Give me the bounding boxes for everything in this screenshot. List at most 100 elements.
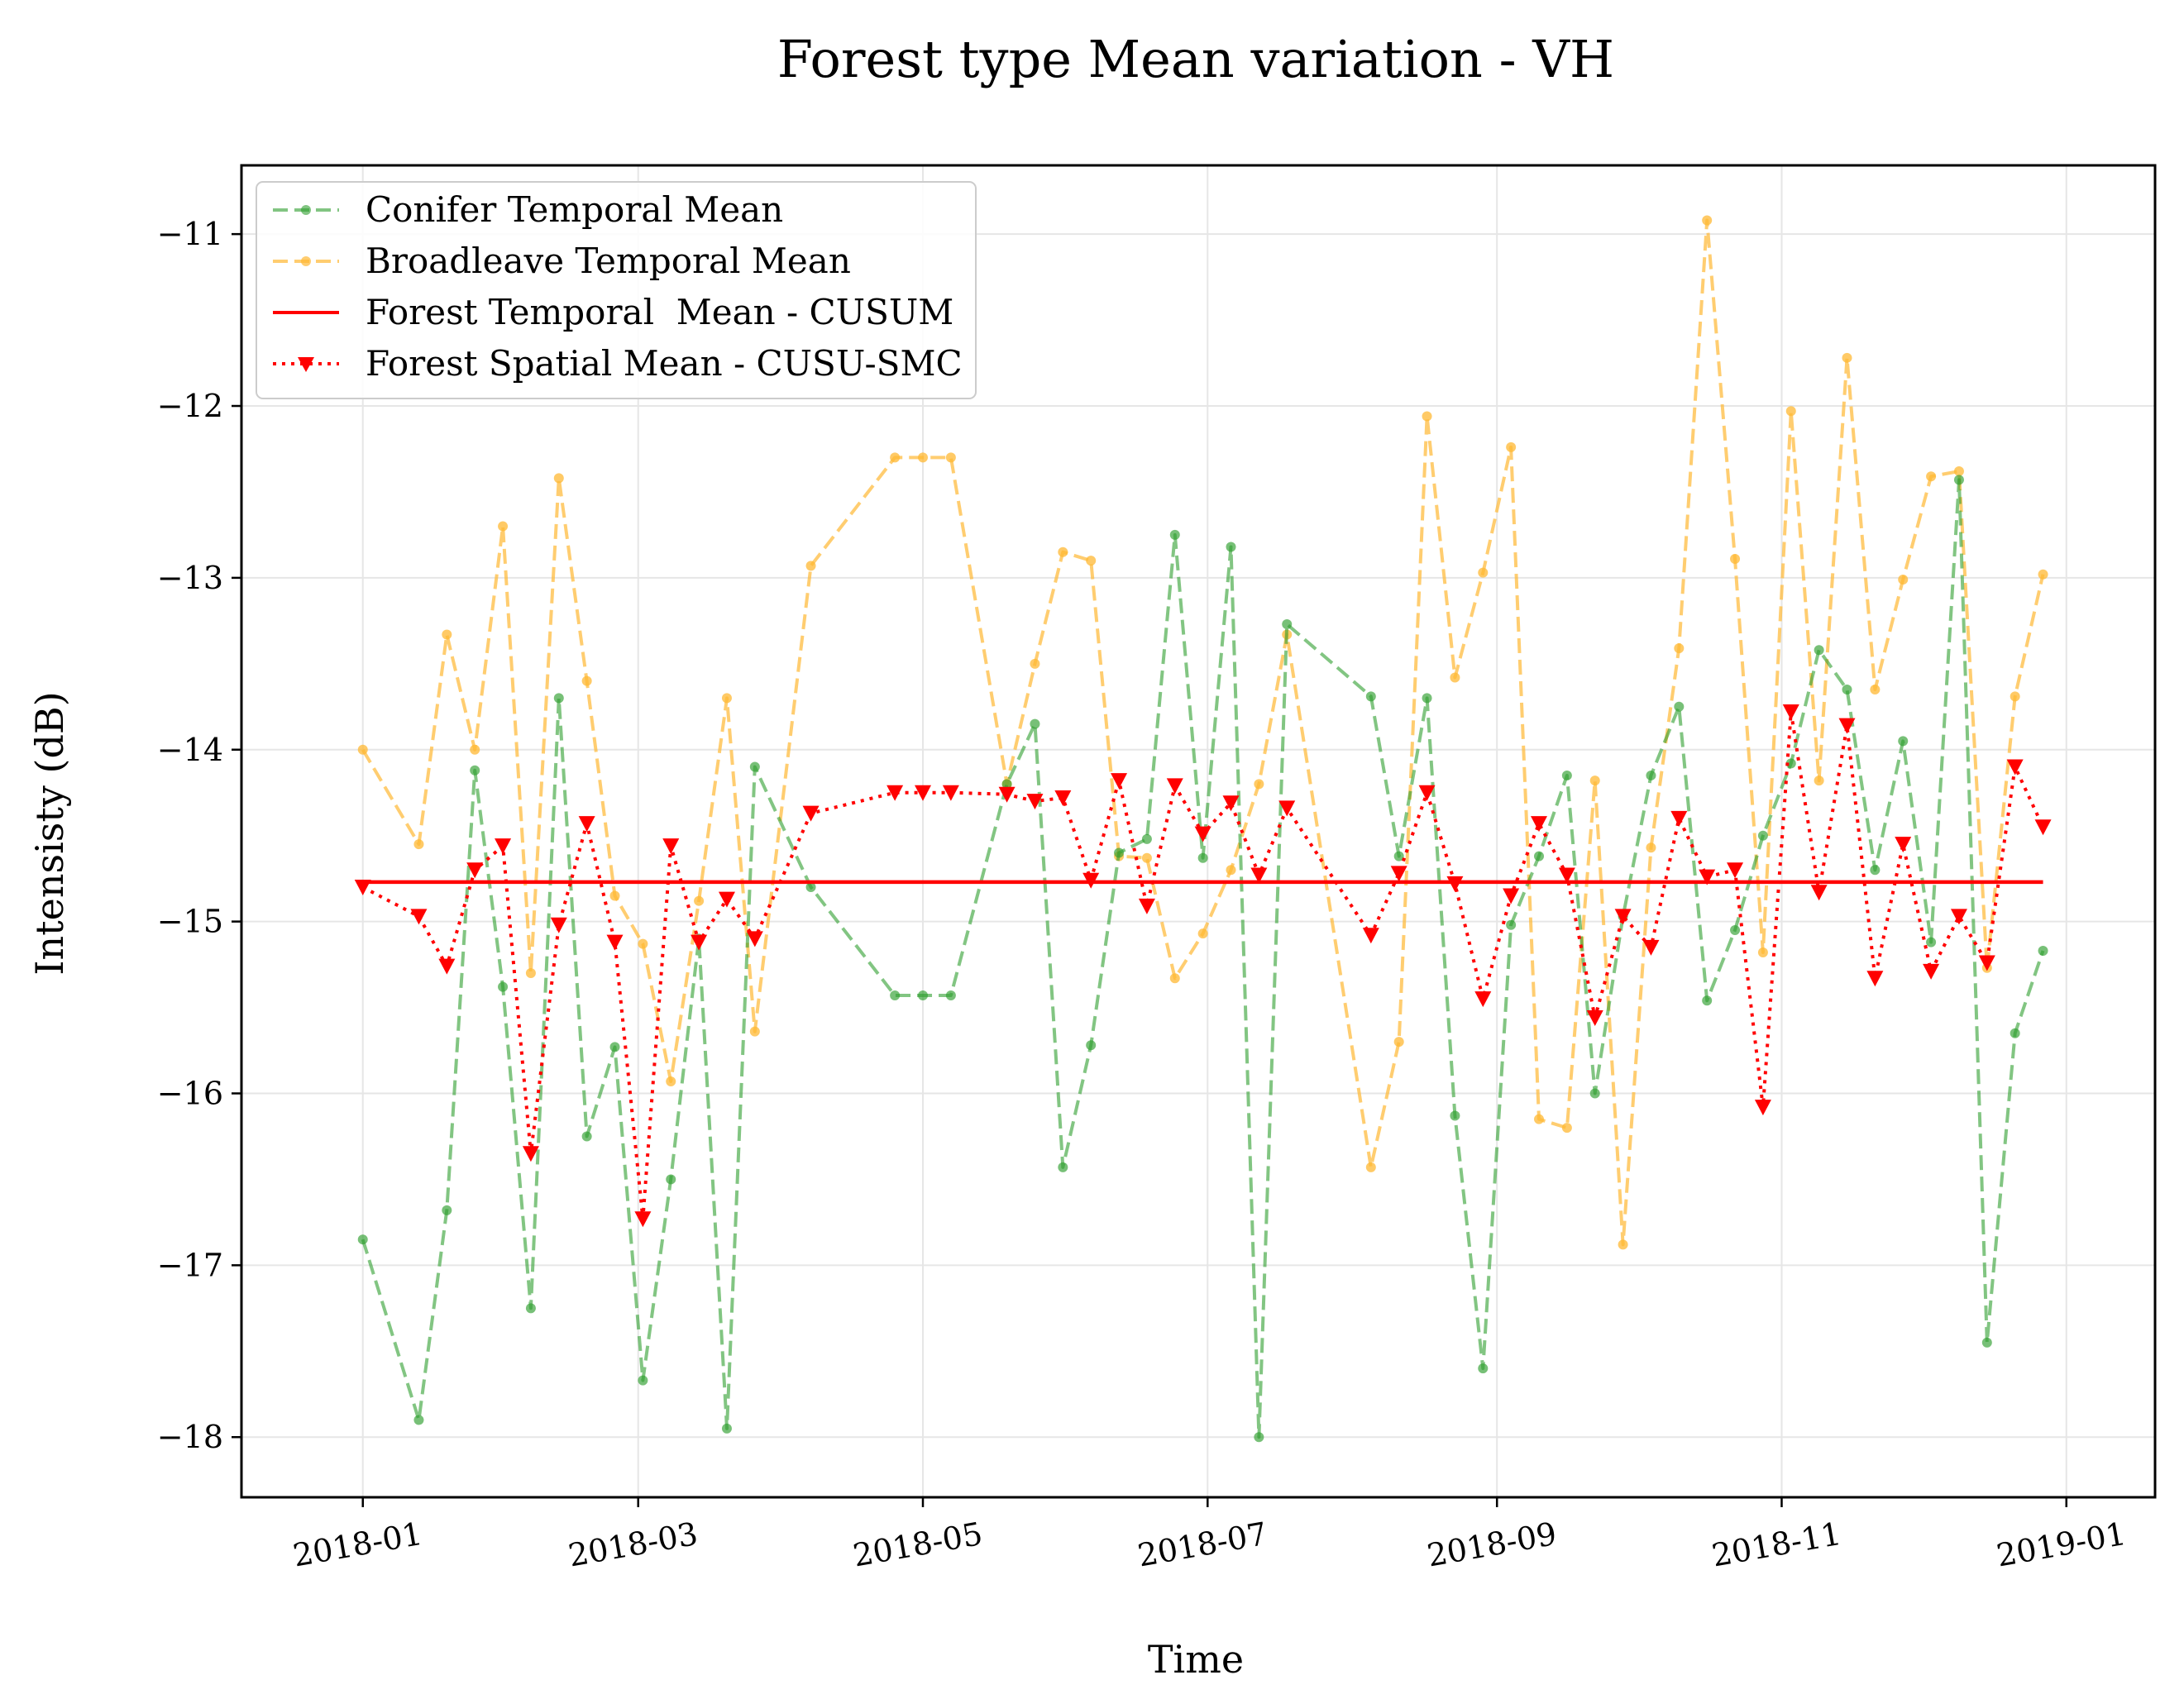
cusu-smc-point: [1727, 862, 1744, 879]
broadleave-point: [1030, 658, 1040, 669]
cusu-smc-point: [1250, 867, 1268, 884]
conifer-point: [890, 990, 901, 1001]
legend-label-cusu-smc: Forest Spatial Mean - CUSU-SMC: [366, 343, 963, 384]
conifer-point: [918, 990, 929, 1001]
cusu-smc-point: [1503, 888, 1520, 904]
legend-label-cusum: Forest Temporal Mean - CUSUM: [366, 292, 953, 332]
broadleave-point: [1450, 672, 1460, 683]
conifer-point: [1757, 830, 1768, 841]
conifer-point: [1450, 1110, 1460, 1121]
cusu-smc-point: [578, 816, 595, 833]
broadleave-point: [1561, 1123, 1572, 1133]
conifer-series-line: [361, 478, 2045, 1439]
y-tick-label: −16: [157, 1076, 223, 1112]
plot-frame: [240, 164, 2157, 1499]
conifer-point: [1870, 865, 1881, 876]
cusu-smc-point: [354, 880, 371, 896]
conifer-point: [413, 1415, 424, 1425]
legend-entry-cusu-smc: Forest Spatial Mean - CUSU-SMC: [273, 343, 963, 384]
y-tick-label: −14: [157, 732, 223, 768]
conifer-point: [1282, 619, 1293, 630]
cusu-smc-point: [1111, 773, 1128, 790]
conifer-point: [442, 1205, 452, 1215]
conifer-point: [1953, 475, 1964, 485]
broadleave-point: [1534, 1114, 1545, 1124]
conifer-point: [470, 765, 480, 776]
y-tick-label: −11: [157, 216, 223, 252]
conifer-point: [1646, 770, 1656, 780]
cusu-smc-point: [746, 931, 763, 947]
cusu-smc-point: [1670, 810, 1688, 827]
cusu-smc-point: [466, 862, 484, 879]
cusu-smc-point: [1810, 885, 1828, 901]
cusu-smc-point: [1531, 816, 1548, 833]
broadleave-point: [525, 967, 536, 978]
conifer-point: [1197, 852, 1208, 863]
broadleave-point: [1870, 685, 1881, 695]
broadleave-point: [805, 561, 816, 571]
broadleave-point: [1898, 574, 1909, 585]
conifer-point: [2010, 1028, 2020, 1038]
broadleave-point: [1618, 1239, 1628, 1250]
broadleave-point: [442, 629, 452, 640]
cusu-smc-point: [662, 838, 680, 855]
cusu-smc-point: [718, 891, 735, 908]
conifer-point: [498, 981, 509, 992]
cusu-smc-point: [495, 838, 512, 855]
cusu-smc-point: [634, 1211, 652, 1228]
cusu-smc-point: [1054, 790, 1072, 806]
cusu-smc-point: [1474, 991, 1492, 1008]
broadleave-point: [1058, 546, 1068, 557]
legend-marker-cusu-smc: [298, 357, 314, 372]
y-tick-label: −17: [157, 1247, 223, 1283]
cusu-smc-point: [942, 785, 959, 801]
broadleave-point: [1646, 842, 1656, 853]
cusu-smc-point: [1782, 704, 1799, 721]
broadleave-point: [553, 473, 564, 484]
x-axis-label: Time: [1148, 1637, 1244, 1682]
conifer-point: [1814, 645, 1824, 656]
conifer-point: [525, 1303, 536, 1314]
cusu-smc-point: [1082, 872, 1100, 889]
broadleave-point: [1141, 852, 1152, 863]
conifer-point: [1422, 693, 1432, 704]
conifer-point: [1702, 995, 1713, 1006]
broadleave-point: [749, 1026, 760, 1037]
cusu-smc-point: [1418, 785, 1436, 801]
legend-marker-conifer: [301, 205, 311, 215]
broadleave-point: [1926, 471, 1937, 482]
cusu-smc-point: [1838, 718, 1856, 734]
broadleave-point: [666, 1076, 676, 1086]
cusu-smc-point: [410, 909, 428, 925]
cusu-smc-point: [1923, 963, 1940, 980]
legend-box: [256, 181, 977, 399]
conifer-point: [1393, 851, 1404, 861]
broadleave-point: [2038, 569, 2048, 580]
conifer-point: [1674, 701, 1685, 712]
legend-label-conifer: Conifer Temporal Mean: [366, 189, 783, 230]
broadleave-point: [1757, 947, 1768, 958]
cusu-smc-point: [691, 934, 708, 951]
conifer-point: [2038, 945, 2048, 956]
conifer-point: [1506, 919, 1517, 930]
y-tick-label: −18: [157, 1419, 223, 1455]
cusu-smc-point: [1166, 778, 1183, 795]
broadleave-point: [721, 693, 732, 704]
conifer-point: [1254, 1432, 1264, 1443]
broadleave-point: [1226, 865, 1236, 876]
conifer-point: [1561, 770, 1572, 780]
conifer-point: [1141, 833, 1152, 844]
conifer-point: [1086, 1040, 1097, 1051]
legend-entry-broadleave: Broadleave Temporal Mean: [273, 241, 851, 281]
conifer-point: [749, 761, 760, 772]
broadleave-point: [1365, 1162, 1376, 1172]
cusu-smc-point: [550, 917, 567, 933]
broadleave-point: [1953, 466, 1964, 477]
broadleave-point: [945, 452, 956, 463]
broadleave-point: [498, 521, 509, 532]
legend-entry-cusum: Forest Temporal Mean - CUSUM: [273, 292, 953, 332]
cusu-smc-point: [1754, 1100, 1771, 1116]
cusu-smc-point: [2034, 819, 2052, 836]
broadleave-point: [470, 744, 480, 755]
broadleave-point: [890, 452, 901, 463]
